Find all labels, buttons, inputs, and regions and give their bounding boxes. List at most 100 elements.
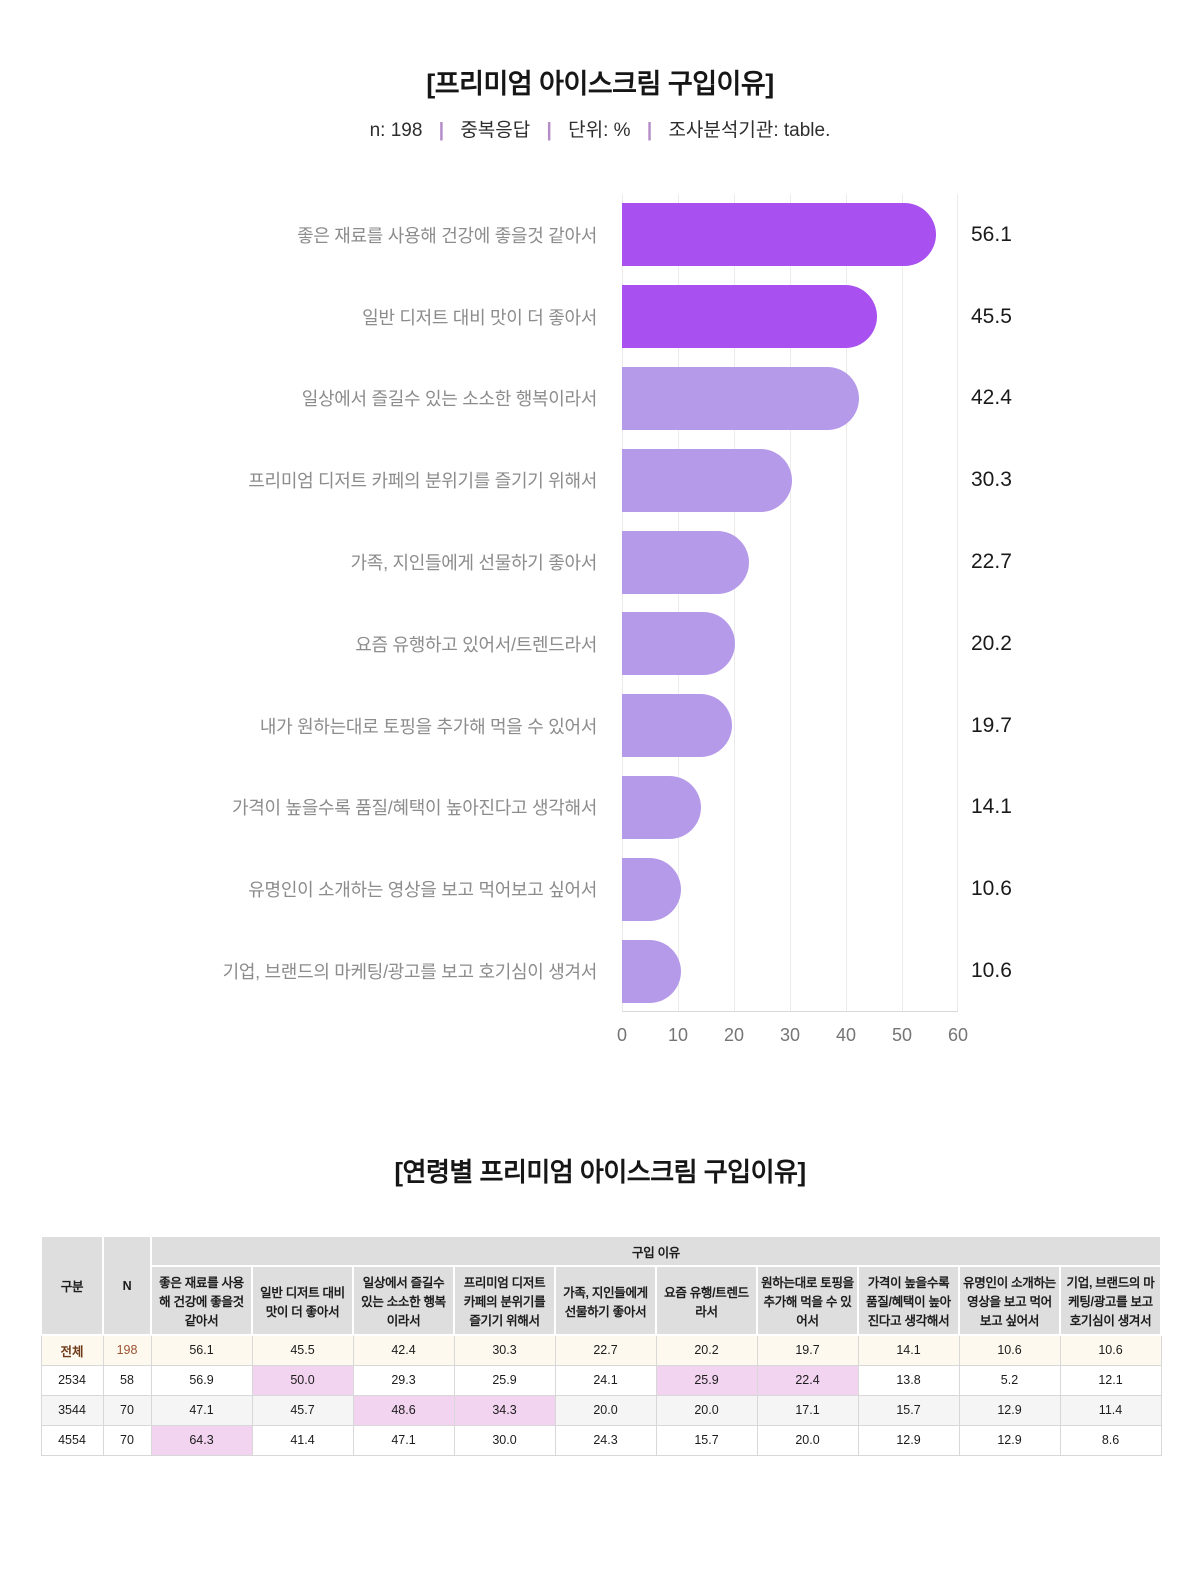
page-title: [프리미엄 아이스크림 구입이유] <box>426 69 774 99</box>
gridline <box>622 194 623 1011</box>
gridline <box>790 194 791 1011</box>
table-cell: 15.7 <box>655 1424 758 1456</box>
plot-area <box>622 194 958 1012</box>
x-axis-tick: 10 <box>667 1025 689 1045</box>
bar-category-label: 일반 디저트 대비 맛이 더 좋아서 <box>362 307 597 328</box>
bar-track <box>622 857 958 921</box>
table-row-total: 전체 198 56.1 45.5 42.4 30.3 22.7 20.2 19.… <box>40 1334 1162 1366</box>
column-header: 가족, 지인들에게 선물하기 좋아서 <box>554 1265 657 1336</box>
bar-track <box>622 939 958 1003</box>
table-cell: 20.0 <box>756 1424 859 1456</box>
gridline <box>734 194 735 1011</box>
table-cell: 13.8 <box>857 1364 960 1396</box>
bar-value-label: 42.4 <box>971 386 1012 410</box>
x-axis-tick: 0 <box>616 1025 628 1045</box>
table-cell: 11.4 <box>1059 1394 1162 1426</box>
subtitle-source: 조사분석기관: table. <box>668 120 831 141</box>
table-cell: 47.1 <box>150 1394 253 1426</box>
bar <box>622 694 733 758</box>
bar <box>622 857 682 921</box>
row-n: 70 <box>102 1424 152 1456</box>
column-header: 좋은 재료를 사용해 건강에 좋을것 같아서 <box>150 1265 253 1336</box>
bar-row: 기업, 브랜드의 마케팅/광고를 보고 호기심이 생겨서 10.6 <box>0 930 1200 1012</box>
gridline <box>957 194 958 1011</box>
x-axis-tick: 50 <box>891 1025 913 1045</box>
gridline <box>846 194 847 1011</box>
table-cell: 22.4 <box>756 1364 859 1396</box>
bar <box>622 612 736 676</box>
subtitle-multi-response: 중복응답 <box>460 120 531 141</box>
x-axis-tick: 20 <box>723 1025 745 1045</box>
bar-value-label: 10.6 <box>971 959 1012 983</box>
bar-row: 일상에서 즐길수 있는 소소한 행복이라서 42.4 <box>0 358 1200 440</box>
bar <box>622 203 937 267</box>
table-row-2534: 2534 58 56.9 50.0 29.3 25.9 24.1 25.9 22… <box>40 1364 1162 1396</box>
bar-category-label: 좋은 재료를 사용해 건강에 좋을것 같아서 <box>297 225 597 246</box>
bar-track <box>622 775 958 839</box>
bar-category-label: 유명인이 소개하는 영상을 보고 먹어보고 싶어서 <box>248 880 597 901</box>
row-n: 70 <box>102 1394 152 1426</box>
table-cell: 20.0 <box>554 1394 657 1426</box>
table-cell: 56.1 <box>150 1334 253 1366</box>
table-cell: 8.6 <box>1059 1424 1162 1456</box>
bar-category-label: 요즘 유행하고 있어서/트렌드라서 <box>355 634 597 655</box>
row-label: 3544 <box>40 1394 104 1426</box>
bar <box>622 939 682 1003</box>
table-cell: 20.2 <box>655 1334 758 1366</box>
bar-row: 가격이 높을수록 품질/혜택이 높아진다고 생각해서 14.1 <box>0 767 1200 849</box>
table-cell: 10.6 <box>958 1334 1061 1366</box>
bar-row: 가족, 지인들에게 선물하기 좋아서 22.7 <box>0 521 1200 603</box>
subtitle-separator: | <box>438 120 445 141</box>
bar-category-label: 가족, 지인들에게 선물하기 좋아서 <box>350 553 598 574</box>
x-axis: 0 10 20 30 40 50 60 <box>617 1025 968 1053</box>
bar-row: 유명인이 소개하는 영상을 보고 먹어보고 싶어서 10.6 <box>0 848 1200 930</box>
bar-category-label: 가격이 높을수록 품질/혜택이 높아진다고 생각해서 <box>232 798 597 819</box>
table-cell: 34.3 <box>453 1394 556 1426</box>
table-cell: 45.7 <box>251 1394 354 1426</box>
table-cell: 12.1 <box>1059 1364 1162 1396</box>
row-label: 2534 <box>40 1364 104 1396</box>
table-cell: 20.0 <box>655 1394 758 1426</box>
bar-track <box>622 612 958 676</box>
table-cell: 47.1 <box>352 1424 455 1456</box>
bar-value-label: 56.1 <box>971 222 1012 246</box>
horizontal-bar-chart: 좋은 재료를 사용해 건강에 좋을것 같아서 56.1 일반 디저트 대비 맛이… <box>0 194 1200 1056</box>
bar-row: 내가 원하는대로 토핑을 추가해 먹을 수 있어서 19.7 <box>0 685 1200 767</box>
subtitle-unit: 단위: % <box>568 120 631 141</box>
bar-row: 좋은 재료를 사용해 건강에 좋을것 같아서 56.1 <box>0 194 1200 276</box>
bar-category-label: 일상에서 즐길수 있는 소소한 행복이라서 <box>301 389 598 410</box>
bar-value-label: 22.7 <box>971 550 1012 574</box>
row-label: 4554 <box>40 1424 104 1456</box>
bar <box>622 285 877 349</box>
table-cell: 14.1 <box>857 1334 960 1366</box>
x-axis-tick: 60 <box>947 1025 969 1045</box>
row-n: 198 <box>102 1334 152 1366</box>
header-purchase-reason: 구입 이유 <box>149 1235 1163 1267</box>
bar-row: 일반 디저트 대비 맛이 더 좋아서 45.5 <box>0 276 1200 358</box>
bar-track <box>622 203 958 267</box>
table-cell: 64.3 <box>150 1424 253 1456</box>
table-cell: 19.7 <box>756 1334 859 1366</box>
table-cell: 15.7 <box>857 1394 960 1426</box>
chart-subtitle: n: 198 | 중복응답 | 단위: % | 조사분석기관: table. <box>0 115 1200 142</box>
x-axis-tick: 30 <box>779 1025 801 1045</box>
table-cell: 5.2 <box>958 1364 1061 1396</box>
gridline <box>902 194 903 1011</box>
subtitle-sample-size: n: 198 <box>369 120 423 141</box>
bar-value-label: 19.7 <box>971 713 1012 737</box>
table-cell: 56.9 <box>150 1364 253 1396</box>
column-header: 일상에서 즐길수 있는 소소한 행복이라서 <box>352 1265 455 1336</box>
column-header: 기업, 브랜드의 마케팅/광고를 보고 호기심이 생겨서 <box>1058 1265 1163 1336</box>
table-cell: 22.7 <box>554 1334 657 1366</box>
bar-value-label: 45.5 <box>971 304 1012 328</box>
column-header: 일반 디저트 대비 맛이 더 좋아서 <box>251 1265 354 1336</box>
subtitle-separator: | <box>546 120 552 141</box>
bar <box>622 530 750 594</box>
x-axis-tick: 40 <box>835 1025 857 1045</box>
table-cell: 30.0 <box>453 1424 556 1456</box>
column-header: 원하는대로 토핑을 추가해 먹을 수 있어서 <box>756 1265 859 1336</box>
table-cell: 10.6 <box>1059 1334 1162 1366</box>
table-cell: 12.9 <box>958 1424 1061 1456</box>
table-row-4554: 4554 70 64.3 41.4 47.1 30.0 24.3 15.7 20… <box>40 1424 1162 1456</box>
table-group-header-row: 구분 N 구입 이유 <box>40 1235 1163 1336</box>
